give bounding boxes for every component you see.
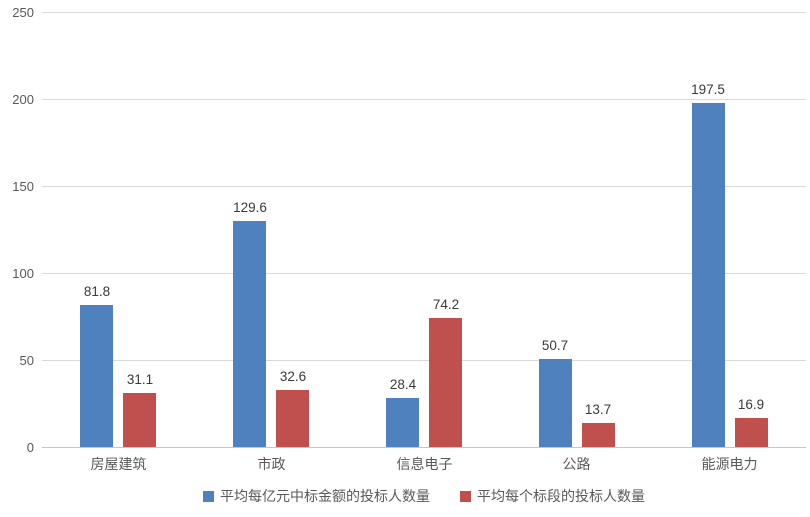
bar-value-label: 197.5 [691,82,725,97]
legend-swatch-icon [203,490,214,502]
legend-item: 平均每个标段的投标人数量 [460,486,645,506]
y-tick-label: 250 [12,5,34,20]
gridline [42,273,806,274]
legend-label: 平均每个标段的投标人数量 [477,488,645,504]
gridline [42,186,806,187]
bar-series-2 [429,318,462,447]
bar-value-label: 129.6 [233,200,267,215]
category-label: 市政 [257,456,286,472]
y-tick-label: 50 [19,353,34,368]
bar-series-1 [692,103,725,447]
gridline [42,99,806,100]
bar-series-2 [582,423,615,447]
category-label: 房屋建筑 [90,456,147,472]
bar-value-label: 28.4 [389,377,417,392]
legend-swatch-icon [460,490,471,502]
category-label: 能源电力 [701,456,758,472]
legend-label: 平均每亿元中标金额的投标人数量 [220,488,430,504]
bar-value-label: 81.8 [83,284,111,299]
bar-value-label: 31.1 [126,372,154,387]
y-tick-label: 100 [12,266,34,281]
bar-value-label: 32.6 [279,369,307,384]
bar-series-1 [386,398,419,447]
bar-series-1 [233,221,266,447]
bar-series-2 [123,393,156,447]
y-tick-label: 150 [12,179,34,194]
gridline [42,12,806,13]
category-label: 公路 [562,456,591,472]
gridline [42,360,806,361]
legend: 平均每亿元中标金额的投标人数量 平均每个标段的投标人数量 [42,486,806,506]
bar-series-2 [735,418,768,447]
bar-series-1 [80,305,113,447]
bar-series-2 [276,390,309,447]
bar-value-label: 50.7 [541,338,569,353]
bar-value-label: 13.7 [584,402,612,417]
legend-item: 平均每亿元中标金额的投标人数量 [203,486,430,506]
bar-series-1 [539,359,572,447]
y-tick-label: 0 [26,440,34,455]
x-axis-line [42,447,806,448]
bar-value-label: 16.9 [737,397,765,412]
category-label: 信息电子 [396,456,453,472]
bar-value-label: 74.2 [432,297,460,312]
y-tick-label: 200 [12,92,34,107]
